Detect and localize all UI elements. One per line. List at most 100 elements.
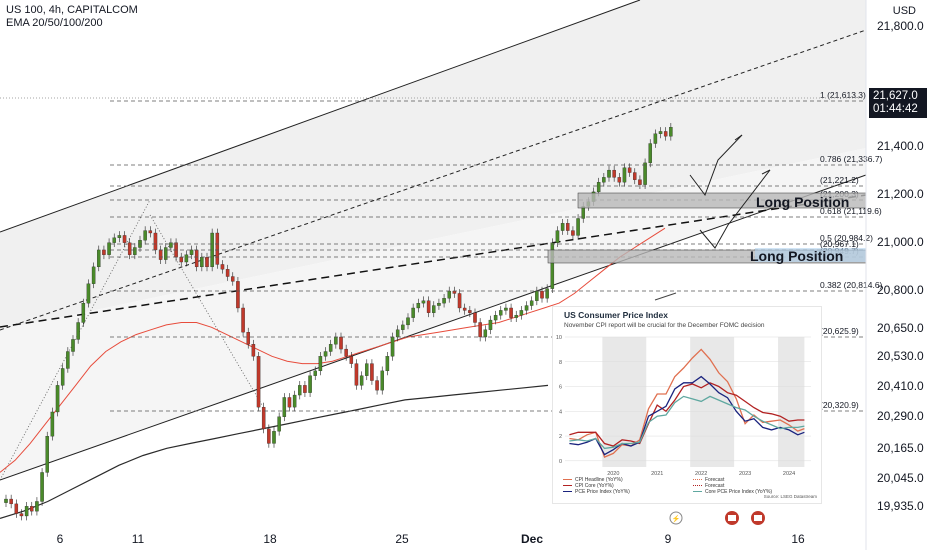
projection-arrow-2	[761, 169, 771, 175]
candle	[24, 506, 29, 517]
candle	[509, 307, 513, 318]
candle	[30, 506, 34, 512]
inset-y-tick: 4	[559, 409, 562, 415]
fib-label: (21,221.2)	[820, 175, 859, 185]
candle	[432, 305, 436, 313]
candle	[468, 310, 472, 313]
currency-label[interactable]: USD	[892, 5, 916, 17]
indicator-label[interactable]: EMA 20/50/100/200	[6, 17, 103, 29]
candle	[339, 336, 343, 350]
candle	[40, 472, 44, 502]
candle	[236, 281, 240, 309]
inset-shade	[690, 337, 735, 467]
x-tick-label: 11	[132, 532, 145, 546]
candle	[669, 127, 673, 137]
inset-x-tick: 2020	[607, 471, 619, 477]
us-flag-icon-stripe	[728, 515, 736, 521]
y-tick-label: 21,000.0	[877, 235, 924, 249]
y-tick-label: 20,045.0	[877, 471, 924, 485]
candle	[117, 235, 122, 238]
candle	[643, 162, 647, 185]
candle	[81, 302, 86, 323]
cpi-inset-chart: US Consumer Price Index November CPI rep…	[552, 306, 822, 504]
inset-series-line	[569, 382, 805, 447]
dotted-trend-2	[149, 214, 263, 406]
candle	[499, 310, 503, 316]
inset-shade	[778, 337, 805, 467]
candle	[653, 133, 658, 144]
candle	[483, 329, 488, 338]
long-zone-2-highlight	[755, 248, 866, 262]
candle	[560, 223, 565, 231]
lower-channel-line	[0, 174, 867, 481]
inset-series-line	[569, 395, 805, 450]
candle	[365, 363, 369, 376]
candle	[648, 143, 652, 164]
last-price-tag: 21,627.0 01:44:42	[869, 88, 927, 118]
long-position-label-2: Long Position	[750, 248, 844, 264]
candle	[148, 230, 153, 234]
x-tick-label: 6	[57, 532, 64, 546]
inset-series-line	[569, 348, 805, 458]
candle	[663, 131, 668, 137]
candle	[194, 249, 199, 268]
legend-pce: PCE Price Index (YoY%)	[563, 489, 630, 495]
candle	[550, 242, 555, 289]
legend-forecast-core: Forecast	[693, 483, 724, 489]
candle	[658, 131, 663, 134]
us-flag-icon-stripe	[754, 515, 762, 521]
y-tick-label: 21,400.0	[877, 139, 924, 153]
candle	[215, 232, 220, 265]
candle	[55, 385, 60, 413]
candle	[334, 336, 338, 345]
candle	[71, 339, 75, 352]
candle	[4, 498, 8, 503]
y-tick-label: 20,410.0	[877, 379, 924, 393]
candle	[318, 356, 323, 372]
projection-path-1	[689, 134, 743, 197]
candle	[401, 324, 405, 330]
fib-label: 0.5 (20,984.2)	[820, 233, 873, 243]
candle	[370, 363, 374, 381]
last-price-value: 21,627.0	[873, 90, 918, 102]
candle	[447, 290, 451, 299]
x-tick-label: 18	[263, 532, 277, 546]
candle	[45, 436, 49, 473]
lightning-icon	[669, 511, 683, 525]
inset-plot: 0 2 4 6 8 10 2020 2021 2022 2023 2024	[556, 335, 811, 477]
candle	[421, 300, 426, 304]
candle	[514, 315, 518, 318]
legend-cpi-core: CPI Core (YoY%)	[563, 483, 614, 489]
candle	[60, 368, 65, 386]
candle	[122, 235, 127, 243]
candle	[323, 351, 328, 357]
candle	[622, 167, 627, 183]
candle	[638, 179, 642, 185]
candle	[246, 332, 250, 345]
candle	[66, 351, 70, 369]
candle	[267, 428, 271, 444]
candle	[169, 242, 173, 248]
fib-label: (20,967.1)	[820, 239, 859, 249]
candle	[375, 380, 379, 391]
candle	[91, 266, 96, 284]
y-tick-label: 20,165.0	[877, 441, 924, 455]
inset-y-tick: 10	[556, 335, 562, 341]
candle	[545, 288, 549, 299]
candle	[493, 315, 498, 321]
x-tick-label: Dec	[521, 532, 543, 546]
y-tick-label: 20,290.0	[877, 409, 924, 423]
candle	[231, 276, 235, 282]
legend-cpi-headline: CPI Headline (YoY%)	[563, 477, 623, 483]
candle	[349, 356, 354, 364]
candle	[200, 257, 204, 268]
candle	[576, 218, 580, 236]
candle	[426, 300, 431, 313]
candle	[308, 375, 312, 393]
candle	[596, 182, 601, 193]
candle	[607, 169, 611, 178]
fib-label: (20,320.9)	[820, 400, 859, 410]
symbol-title[interactable]: US 100, 4h, CAPITALCOM	[6, 4, 138, 16]
x-tick-label: 9	[665, 532, 672, 546]
